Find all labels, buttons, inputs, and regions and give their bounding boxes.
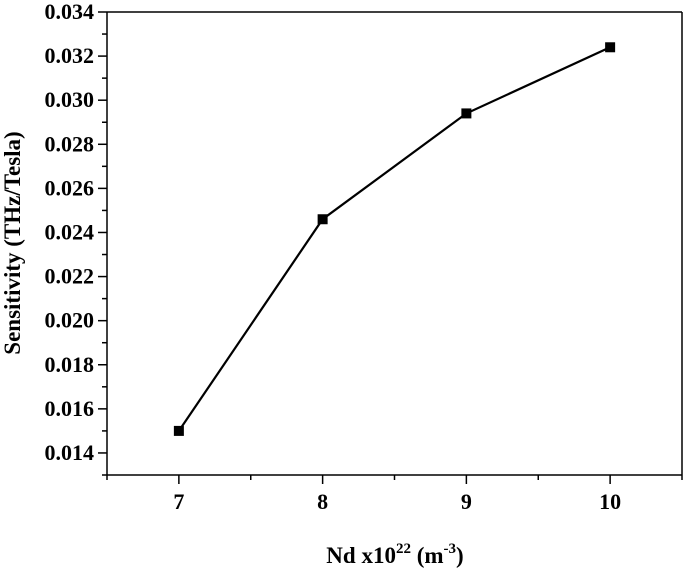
- y-tick-label: 0.014: [45, 440, 95, 465]
- x-tick-label: 10: [599, 489, 621, 514]
- x-axis-title-unit-close: ): [456, 543, 464, 568]
- x-axis-title-unit-superscript: -3: [444, 541, 457, 557]
- x-tick-label: 9: [461, 489, 472, 514]
- data-point-marker: [605, 42, 616, 53]
- y-tick-label: 0.022: [45, 264, 95, 289]
- data-point-marker: [461, 108, 472, 119]
- y-tick-label: 0.026: [45, 175, 95, 200]
- x-axis-title: Nd x1022 (m-3): [326, 541, 463, 568]
- x-axis-title-unit-open: (m: [411, 543, 444, 568]
- y-tick-label: 0.034: [45, 0, 95, 24]
- y-tick-label: 0.018: [45, 352, 95, 377]
- ticks: 7 8 9 10 0.014 0.016 0.018 0.020 0.022 0.024 0.026…: [45, 0, 683, 514]
- y-tick-label: 0.030: [45, 87, 95, 112]
- x-tick-label: 7: [173, 489, 184, 514]
- y-tick-label: 0.020: [45, 308, 95, 333]
- x-axis-title-base-superscript: 22: [396, 541, 411, 557]
- y-axis-title: Sensitivity (THz/Tesla): [0, 131, 25, 354]
- data-point-marker: [173, 425, 184, 436]
- y-tick-label: 0.024: [45, 219, 95, 244]
- data-series: [173, 42, 616, 436]
- axes: [106, 11, 683, 476]
- y-tick-label: 0.016: [45, 396, 95, 421]
- x-tick-label: 8: [317, 489, 328, 514]
- y-tick-label: 0.028: [45, 131, 95, 156]
- data-point-marker: [317, 214, 328, 225]
- series-line: [177, 46, 611, 432]
- y-tick-label: 0.032: [45, 43, 95, 68]
- x-axis-title-base: Nd x10: [326, 543, 396, 568]
